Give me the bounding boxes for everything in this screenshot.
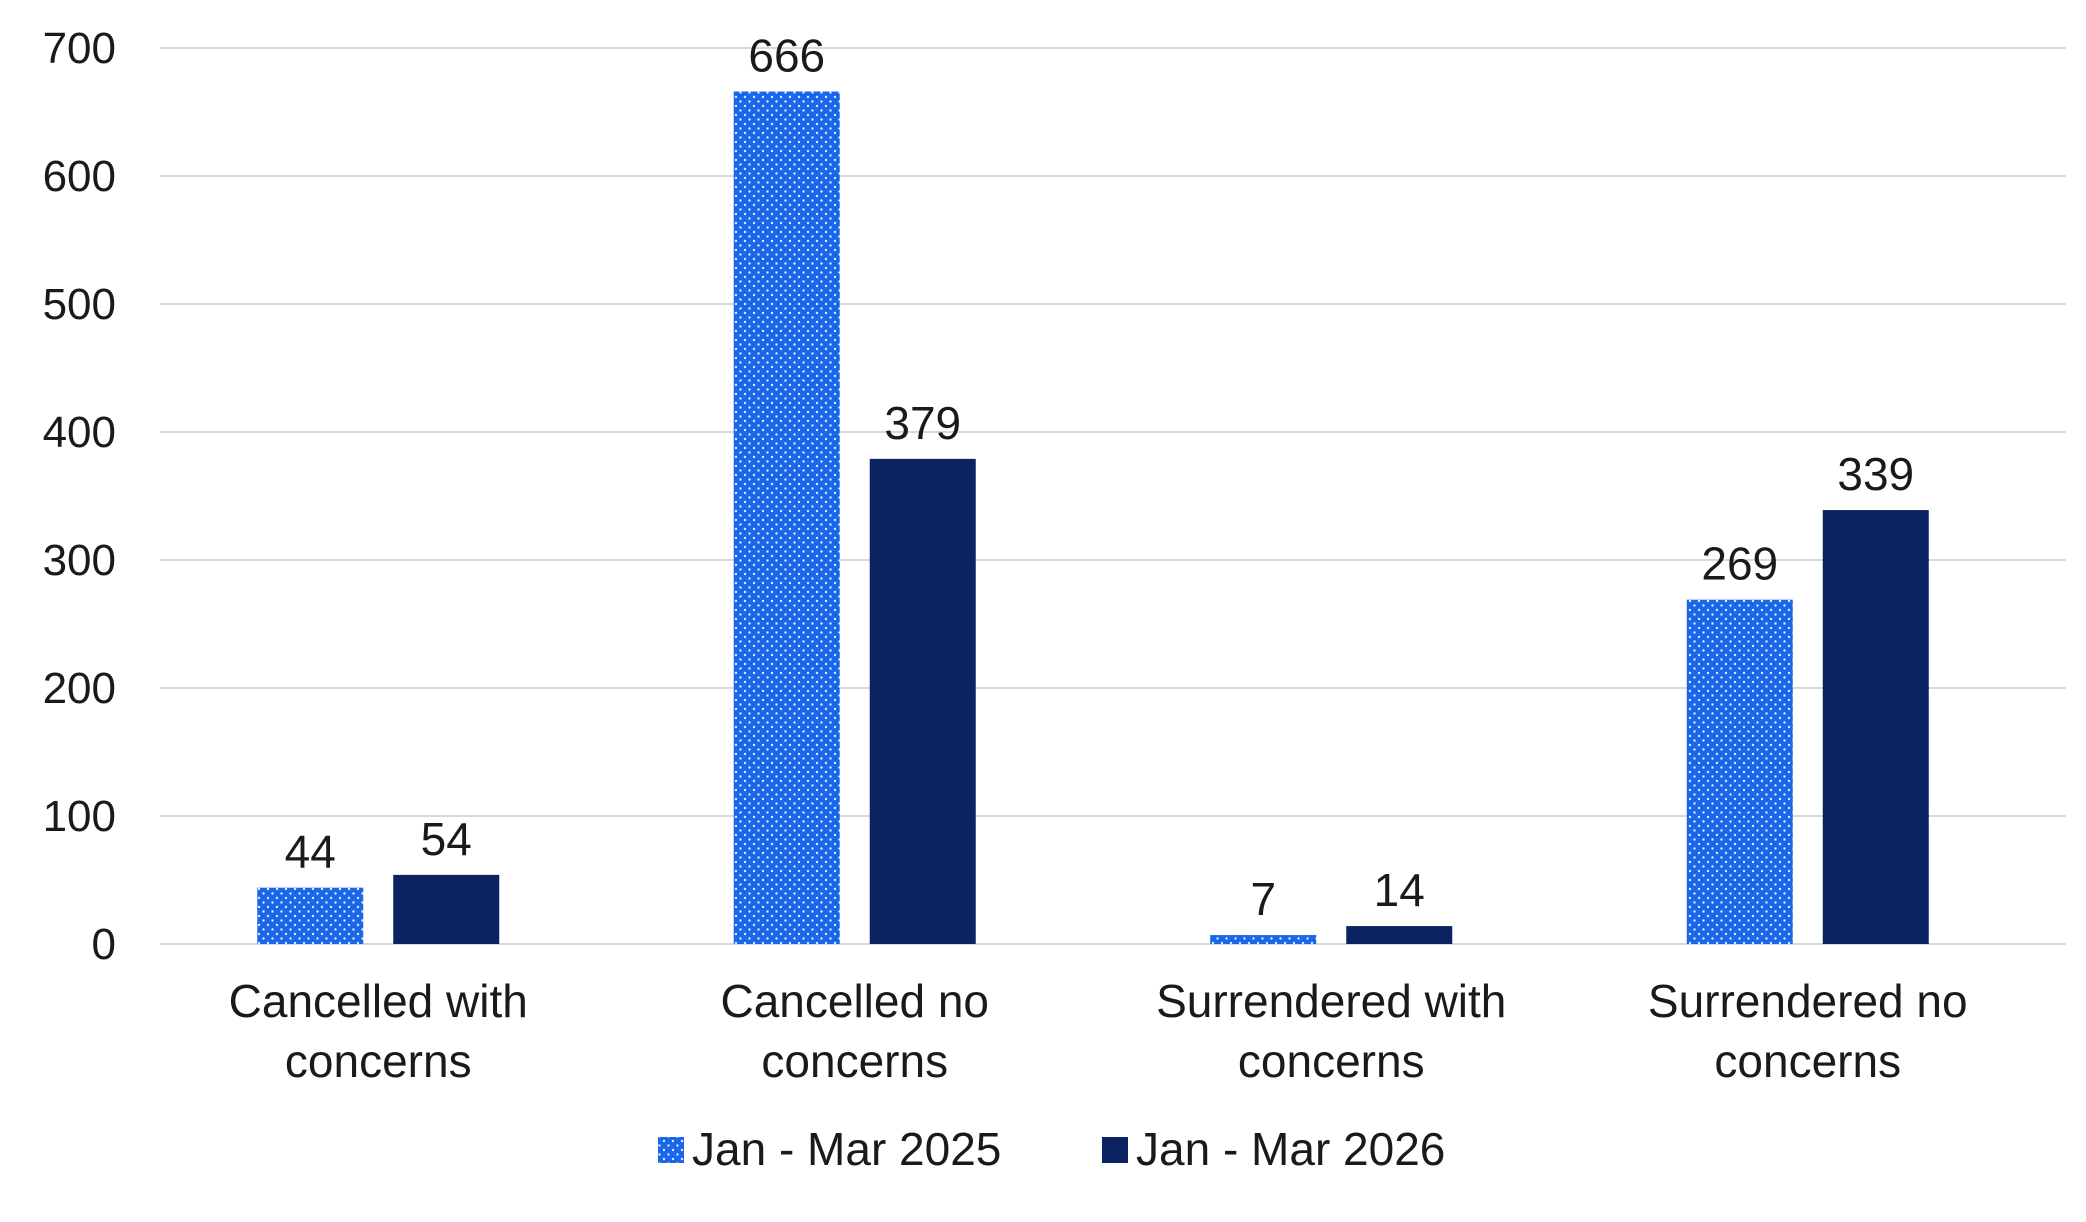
legend-label: Jan - Mar 2025 xyxy=(692,1123,1001,1175)
y-tick-label: 200 xyxy=(43,664,116,713)
legend-swatch xyxy=(1102,1137,1128,1163)
legend-item-2026: Jan - Mar 2026 xyxy=(1102,1123,1445,1175)
bar-series-2026 xyxy=(1822,510,1929,944)
category-label: Surrendered no xyxy=(1648,975,1968,1027)
bar-series-2026 xyxy=(1346,926,1453,944)
y-tick-label: 700 xyxy=(43,24,116,73)
bar-series-2025 xyxy=(257,887,364,944)
bar-series-2026 xyxy=(393,874,500,944)
legend-item-2025: Jan - Mar 2025 xyxy=(658,1123,1001,1175)
y-tick-label: 500 xyxy=(43,280,116,329)
bar-series-2025 xyxy=(1210,935,1317,944)
data-labels: 44 54 666 379 7 14 269 339 xyxy=(285,30,1914,926)
category-label: Cancelled with xyxy=(229,975,528,1027)
category-label: Surrendered with xyxy=(1156,975,1506,1027)
data-label: 7 xyxy=(1250,873,1276,925)
y-tick-label: 400 xyxy=(43,408,116,457)
category-label: concerns xyxy=(761,1035,948,1087)
legend-label: Jan - Mar 2026 xyxy=(1136,1123,1445,1175)
data-label: 14 xyxy=(1374,864,1425,916)
data-label: 379 xyxy=(884,397,961,449)
y-tick-label: 600 xyxy=(43,152,116,201)
gridlines xyxy=(160,47,2066,945)
data-label: 339 xyxy=(1837,448,1914,500)
legend: Jan - Mar 2025 Jan - Mar 2026 xyxy=(658,1123,1445,1175)
y-tick-label: 300 xyxy=(43,536,116,585)
bars xyxy=(257,91,1929,944)
data-label: 666 xyxy=(748,30,825,82)
x-axis-category-labels: Cancelled with concerns Cancelled no concer… xyxy=(229,975,1968,1087)
data-label: 54 xyxy=(421,813,472,865)
category-label: concerns xyxy=(285,1035,472,1087)
bar-series-2026 xyxy=(869,458,976,944)
bar-series-2025 xyxy=(733,91,840,944)
y-tick-label: 100 xyxy=(43,792,116,841)
legend-swatch xyxy=(658,1137,684,1163)
y-axis-tick-labels: 0 100 200 300 400 500 600 700 xyxy=(43,24,116,969)
bar-series-2025 xyxy=(1686,599,1793,944)
data-label: 269 xyxy=(1701,538,1778,590)
y-tick-label: 0 xyxy=(92,920,116,969)
data-label: 44 xyxy=(285,826,336,878)
category-label: concerns xyxy=(1238,1035,1425,1087)
category-label: concerns xyxy=(1714,1035,1901,1087)
category-label: Cancelled no xyxy=(720,975,989,1027)
